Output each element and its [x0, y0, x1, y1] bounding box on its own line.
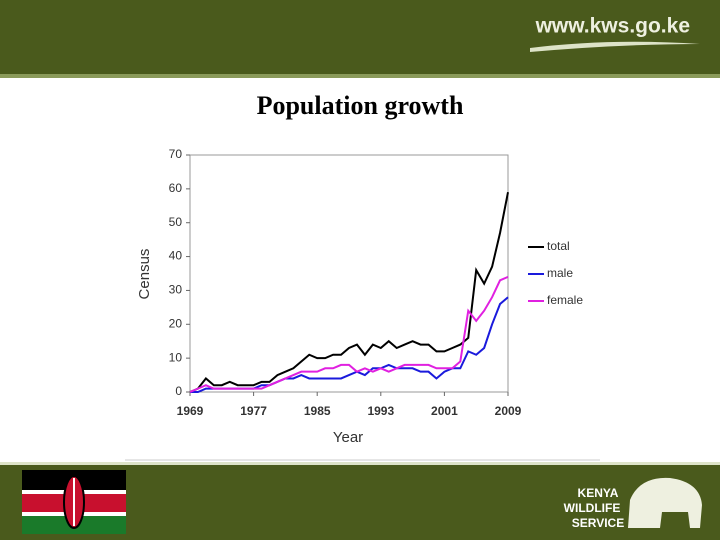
chart-title: Population growth — [257, 91, 464, 120]
header-swoosh — [530, 41, 700, 52]
x-tick-label: 1985 — [304, 404, 331, 418]
y-tick-label: 50 — [169, 215, 183, 229]
y-tick-label: 70 — [169, 147, 183, 161]
x-axis-label: Year — [333, 429, 363, 446]
y-tick-label: 0 — [175, 384, 182, 398]
x-tick-label: 2009 — [495, 404, 522, 418]
logo-text: KENYA — [578, 486, 619, 500]
header-rule — [0, 74, 720, 78]
series-line — [189, 192, 509, 393]
legend-label: male — [547, 266, 573, 280]
x-tick-label: 1993 — [367, 404, 394, 418]
x-tick-label: 1977 — [240, 404, 267, 418]
logo-text: SERVICE — [572, 516, 624, 530]
header-url: www.kws.go.ke — [535, 15, 690, 38]
footer-rule — [0, 462, 720, 465]
series-line — [189, 275, 509, 393]
logo-text: WILDLIFE — [564, 501, 621, 515]
kenya-flag — [22, 470, 126, 534]
elephant-logo — [628, 477, 702, 528]
legend-label: total — [547, 239, 570, 253]
header-band — [0, 0, 720, 74]
legend-label: female — [547, 293, 583, 307]
y-tick-label: 40 — [169, 249, 183, 263]
x-tick-label: 1969 — [177, 404, 204, 418]
y-tick-label: 10 — [169, 350, 183, 364]
y-tick-label: 30 — [169, 283, 183, 297]
y-axis-label: Census — [136, 249, 153, 300]
x-tick-label: 2001 — [431, 404, 458, 418]
plot-frame — [189, 154, 509, 393]
y-tick-label: 20 — [169, 316, 183, 330]
y-tick-label: 60 — [169, 181, 183, 195]
